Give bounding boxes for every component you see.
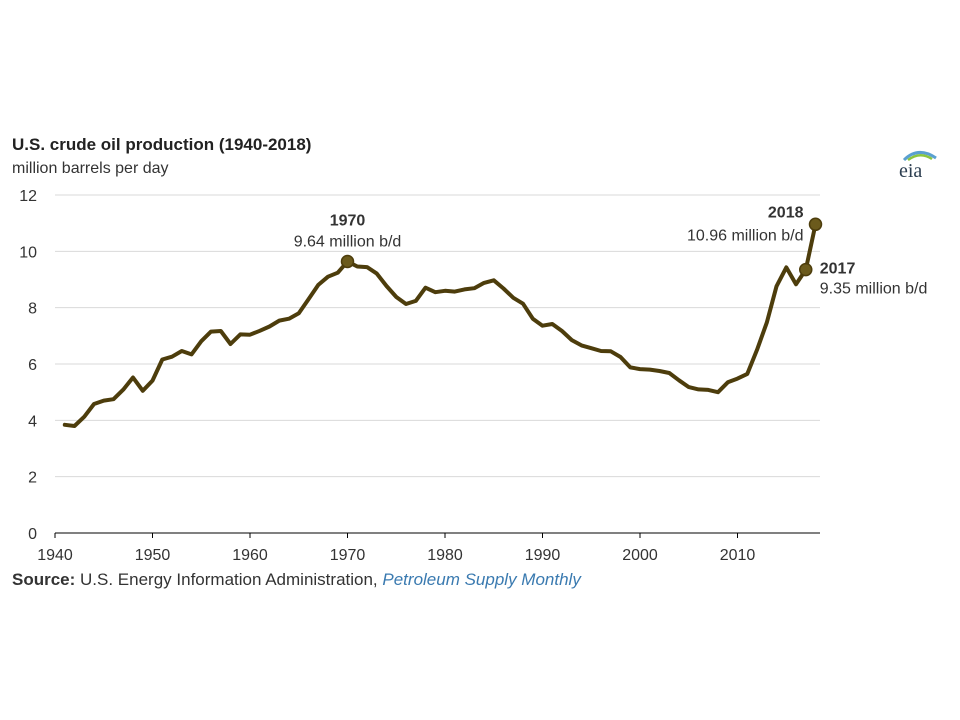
annotation-year: 2017 <box>820 261 856 278</box>
marker-1970 <box>340 254 355 269</box>
chart-subtitle: million barrels per day <box>12 160 169 177</box>
eia-logo-text: eia <box>899 160 922 180</box>
annotation-value: 9.64 million b/d <box>294 233 402 250</box>
axes: 0 2 4 6 8 10 12 1940 1950 1960 1970 1980 1990 2000 201… <box>19 188 820 564</box>
source-publication-link[interactable]: Petroleum Supply Monthly <box>382 570 581 589</box>
x-tick-label: 1990 <box>525 547 561 564</box>
source-note: Source: U.S. Energy Information Administ… <box>12 570 581 590</box>
annotations: 1970 9.64 million b/d 2018 10.96 million b/… <box>294 204 928 297</box>
x-tick-label: 2000 <box>622 547 658 564</box>
x-tick-label: 1950 <box>135 547 171 564</box>
source-label: Source: <box>12 570 76 589</box>
x-tick-label: 1980 <box>427 547 463 564</box>
annotation-year: 2018 <box>768 204 804 221</box>
x-tick-label: 1960 <box>232 547 268 564</box>
y-tick-label: 8 <box>28 301 37 318</box>
grid-lines <box>55 194 820 478</box>
x-tick-label: 2010 <box>720 547 756 564</box>
source-text: U.S. Energy Information Administration, <box>75 570 383 589</box>
y-tick-label: 4 <box>28 413 37 430</box>
marker-2018 <box>808 217 823 232</box>
annotation-year: 1970 <box>330 212 366 229</box>
annotation-value: 10.96 million b/d <box>687 227 804 244</box>
markers <box>340 217 823 277</box>
eia-logo-icon: eia <box>899 151 937 180</box>
series-layer <box>62 222 818 428</box>
y-tick-label: 6 <box>28 357 37 374</box>
x-tick-label: 1940 <box>37 547 73 564</box>
x-tick-label: 1970 <box>330 547 366 564</box>
y-tick-label: 2 <box>28 470 37 487</box>
series-line <box>62 222 818 428</box>
y-tick-label: 12 <box>19 188 37 205</box>
chart-title: U.S. crude oil production (1940-2018) <box>12 135 312 154</box>
marker-2017 <box>799 262 813 277</box>
y-tick-label: 0 <box>28 526 37 543</box>
annotation-value: 9.35 million b/d <box>820 281 928 298</box>
y-tick-label: 10 <box>19 244 37 261</box>
